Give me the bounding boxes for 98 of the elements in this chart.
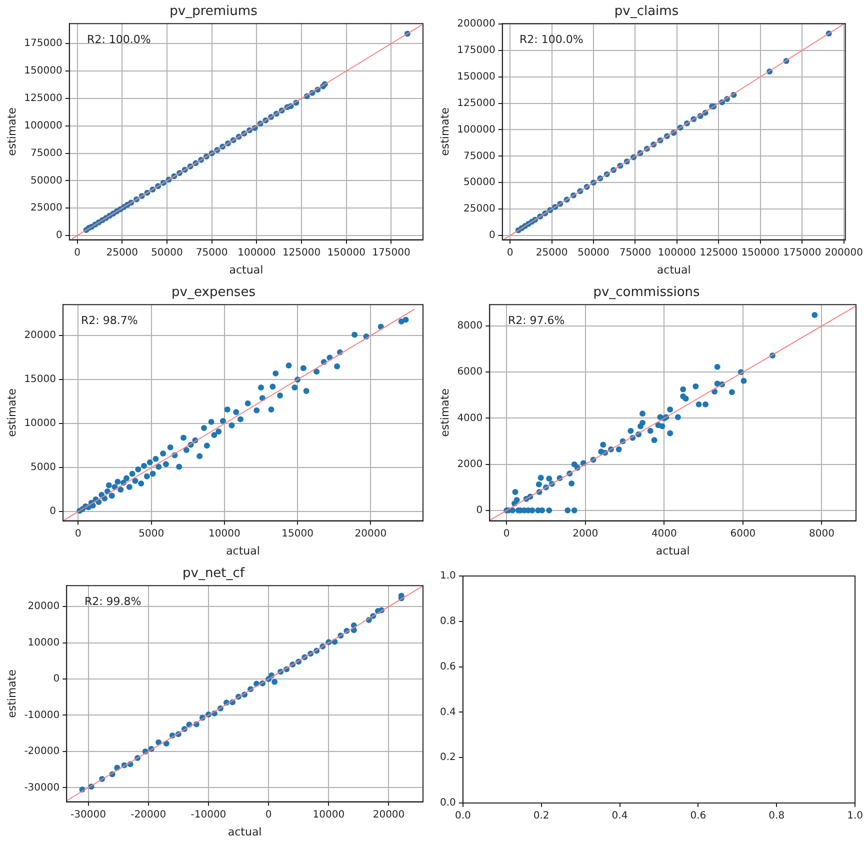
x-tick-label: 50000 — [151, 247, 183, 258]
y-tick-label: 20000 — [28, 601, 60, 612]
y-tick-label: 25000 — [464, 204, 496, 215]
y-tick-label: 0 — [56, 230, 62, 242]
chart-title: pv_expenses — [172, 285, 256, 300]
y-tick-label: 100000 — [24, 120, 62, 132]
x-tick-label: 200000 — [824, 247, 863, 258]
y-tick-label: 8000 — [457, 320, 483, 332]
y-tick-label: 175000 — [457, 44, 496, 56]
y-tick-label: 0.2 — [440, 752, 456, 764]
y-axis-title: estimate — [5, 669, 18, 718]
y-tick-label: 150000 — [24, 66, 62, 77]
y-tick-label: 125000 — [457, 98, 496, 109]
x-tick-label: 0.8 — [768, 810, 785, 822]
annotation: R2: 99.8% — [84, 594, 142, 608]
y-tick-label: 20000 — [24, 330, 56, 342]
x-tick-label: 75000 — [196, 247, 228, 258]
x-tick-label: 5000 — [138, 528, 164, 540]
y-tick-label: 25000 — [30, 202, 62, 214]
x-tick-label: 4000 — [651, 528, 677, 540]
x-tick-label: 150000 — [327, 247, 366, 258]
x-axis-title: actual — [229, 263, 264, 276]
y-tick-label: 5000 — [30, 462, 56, 474]
y-tick-label: 0 — [53, 674, 60, 685]
y-tick-label: 50000 — [30, 175, 62, 186]
y-tick-label: 4000 — [457, 412, 483, 424]
x-tick-label: 125000 — [700, 247, 738, 258]
annotation: R2: 97.6% — [508, 314, 565, 327]
chart-title: pv_claims — [614, 4, 679, 20]
x-tick-label: 175000 — [783, 247, 822, 258]
y-tick-label: 0.4 — [440, 706, 456, 718]
y-axis-title: estimate — [5, 388, 18, 437]
x-tick-label: 50000 — [578, 247, 610, 258]
y-tick-label: 75000 — [464, 150, 496, 162]
y-tick-label: 125000 — [24, 93, 62, 104]
x-tick-label: -10000 — [190, 809, 226, 820]
y-tick-label: 50000 — [464, 177, 496, 188]
x-tick-label: 0.6 — [690, 810, 706, 822]
y-tick-label: 10000 — [24, 418, 56, 430]
x-tick-label: 75000 — [619, 247, 652, 258]
x-tick-label: 0 — [503, 528, 510, 540]
x-tick-label: 10000 — [312, 809, 345, 820]
chart-title: pv_commissions — [593, 285, 700, 300]
y-tick-label: -20000 — [24, 746, 60, 758]
x-tick-label: 2000 — [572, 528, 598, 540]
x-tick-label: 100000 — [238, 247, 276, 258]
x-tick-label: 6000 — [730, 528, 756, 540]
y-axis-title: estimate — [438, 107, 452, 156]
y-tick-label: 100000 — [457, 124, 496, 136]
y-tick-label: 0 — [50, 506, 56, 518]
x-tick-label: 0 — [74, 247, 80, 258]
chart-title: pv_premiums — [170, 4, 258, 20]
x-tick-label: 150000 — [741, 247, 780, 258]
x-tick-label: 0 — [506, 247, 514, 258]
x-tick-label: 100000 — [658, 247, 696, 258]
x-tick-label: 20000 — [354, 528, 387, 540]
x-tick-label: 125000 — [282, 247, 321, 258]
x-tick-label: 175000 — [372, 247, 410, 258]
y-tick-label: 1.0 — [440, 570, 456, 582]
annotation: R2: 100.0% — [520, 32, 584, 46]
y-tick-label: 0 — [476, 505, 483, 516]
x-tick-label: -20000 — [130, 809, 166, 820]
x-axis-title: actual — [656, 544, 690, 558]
y-axis-title: estimate — [438, 388, 452, 437]
point — [272, 678, 278, 685]
x-tick-label: 25000 — [536, 247, 568, 258]
x-tick-label: 0 — [265, 809, 272, 820]
chart-title: pv_net_cf — [182, 566, 245, 582]
y-tick-label: -30000 — [24, 782, 60, 794]
y-tick-label: 6000 — [457, 366, 483, 378]
y-tick-label: 2000 — [457, 458, 483, 470]
x-tick-label: 0 — [75, 528, 82, 540]
x-tick-label: 1.0 — [847, 810, 863, 822]
x-tick-label: -30000 — [70, 809, 106, 820]
y-tick-label: -10000 — [24, 710, 60, 721]
y-tick-label: 75000 — [30, 148, 62, 159]
y-tick-label: 0.0 — [440, 798, 456, 809]
y-tick-label: 150000 — [457, 71, 496, 82]
y-tick-label: 0.8 — [440, 616, 456, 627]
x-axis-title: actual — [228, 825, 262, 838]
y-tick-label: 15000 — [24, 374, 56, 386]
x-axis-title: actual — [226, 544, 260, 558]
annotation: R2: 100.0% — [87, 32, 151, 46]
y-tick-label: 10000 — [28, 637, 60, 648]
y-tick-label: 200000 — [457, 18, 496, 30]
annotation: R2: 98.7% — [81, 314, 138, 327]
x-tick-label: 0.2 — [533, 810, 550, 822]
x-axis-title: actual — [656, 263, 691, 276]
y-tick-label: 0.6 — [440, 661, 456, 672]
x-tick-label: 0.4 — [612, 810, 628, 822]
x-tick-label: 15000 — [282, 528, 314, 540]
x-tick-label: 25000 — [106, 247, 138, 258]
x-tick-label: 20000 — [372, 809, 405, 820]
x-tick-label: 10000 — [208, 528, 240, 540]
y-tick-label: 0 — [489, 230, 496, 242]
y-axis-title: estimate — [5, 107, 18, 156]
x-tick-label: 8000 — [809, 528, 834, 540]
y-tick-label: 175000 — [24, 38, 62, 50]
